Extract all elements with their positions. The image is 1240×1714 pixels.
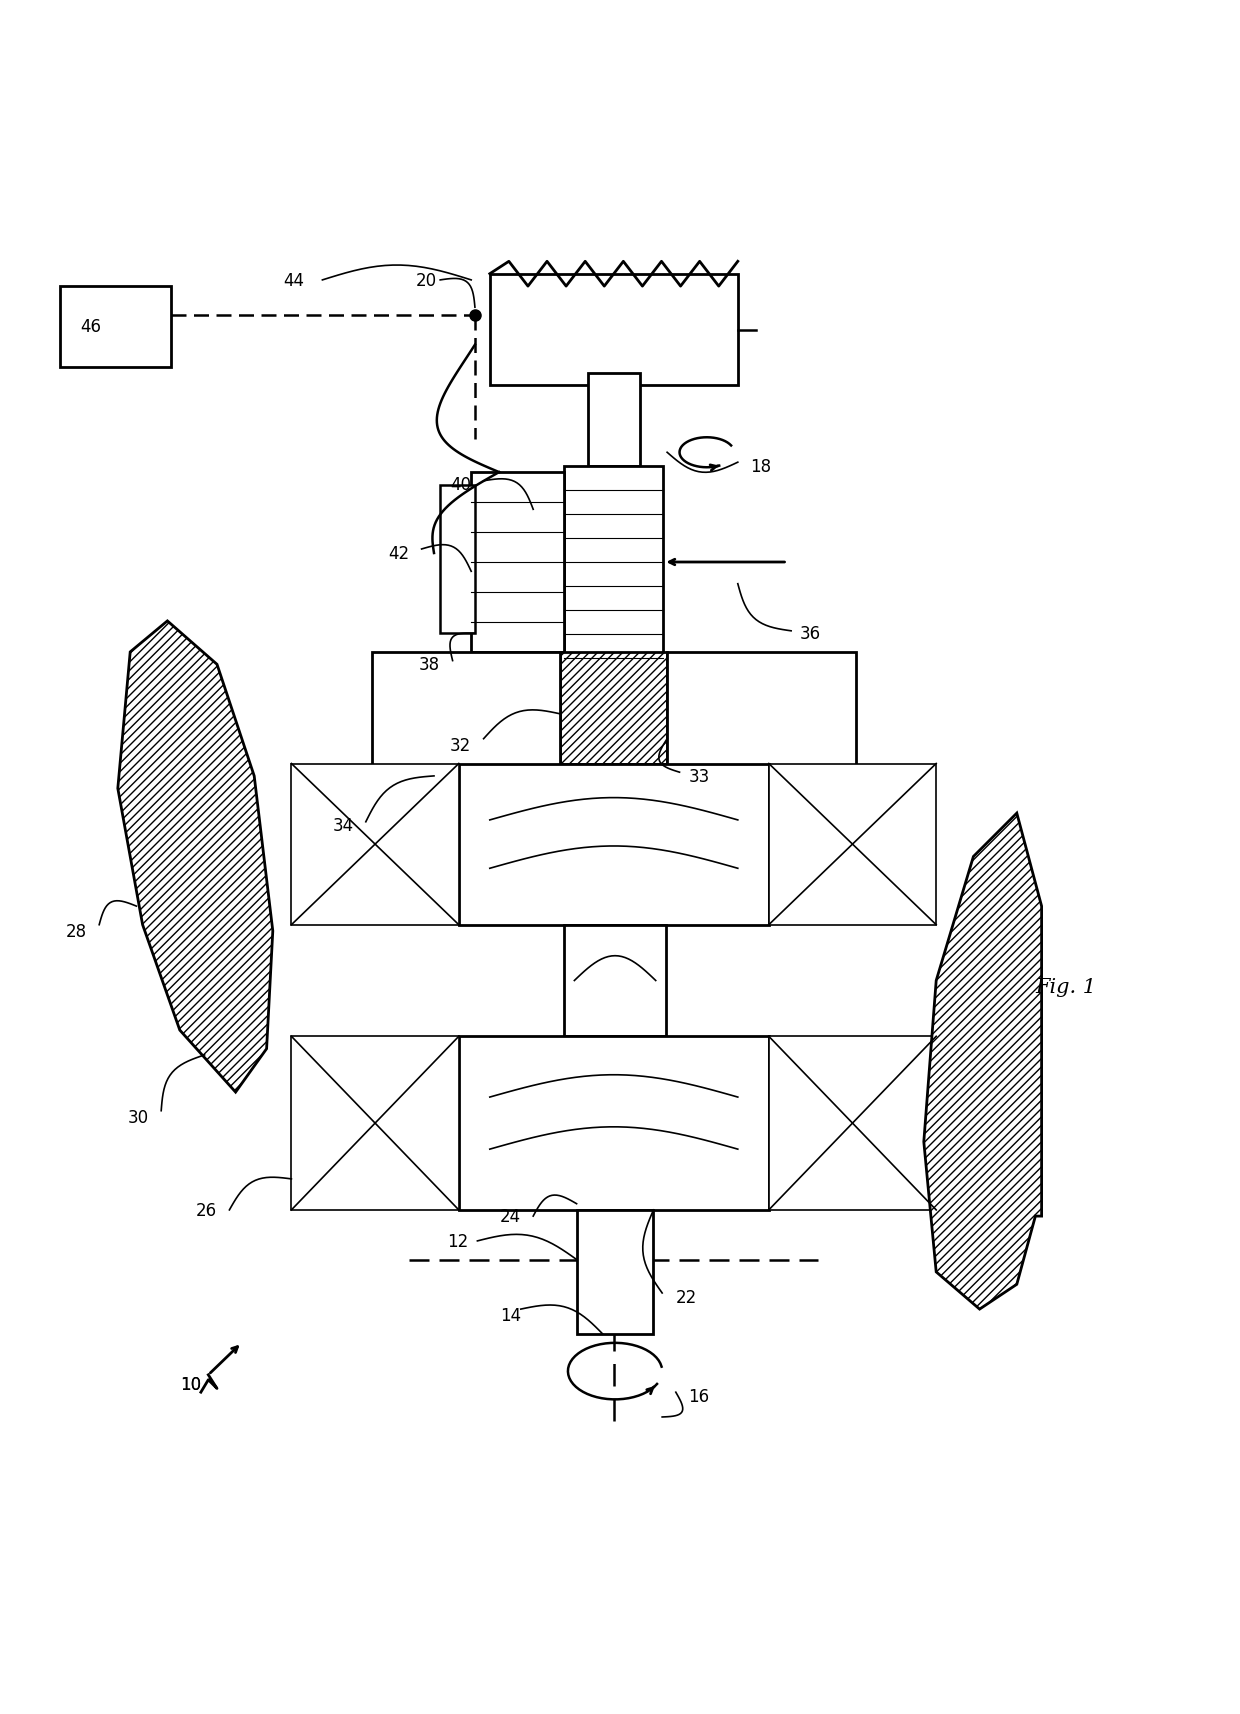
- Polygon shape: [924, 814, 1042, 1309]
- Bar: [459, 1037, 769, 1210]
- Bar: [577, 1210, 653, 1333]
- Bar: [372, 653, 560, 776]
- Text: 34: 34: [332, 818, 353, 835]
- Text: 26: 26: [196, 1202, 217, 1219]
- Bar: [291, 1037, 459, 1210]
- Text: 12: 12: [448, 1232, 469, 1250]
- Text: 36: 36: [800, 626, 821, 643]
- Bar: [60, 286, 171, 367]
- Text: 10: 10: [180, 1375, 201, 1393]
- Text: 18: 18: [750, 458, 771, 475]
- Text: 20: 20: [415, 273, 436, 290]
- Polygon shape: [118, 622, 273, 1092]
- Text: 42: 42: [388, 545, 409, 562]
- Text: 14: 14: [500, 1306, 521, 1325]
- Bar: [769, 764, 936, 926]
- Text: Fig. 1: Fig. 1: [1035, 977, 1096, 996]
- Text: 38: 38: [419, 656, 440, 674]
- Text: 22: 22: [676, 1287, 697, 1306]
- Bar: [291, 764, 459, 926]
- Text: 40: 40: [450, 476, 471, 494]
- Bar: [667, 653, 856, 776]
- Text: 24: 24: [500, 1207, 521, 1226]
- Text: 28: 28: [66, 922, 87, 941]
- Bar: [769, 1037, 936, 1210]
- Text: 46: 46: [81, 317, 102, 336]
- Bar: [459, 764, 769, 926]
- Text: 44: 44: [283, 273, 304, 290]
- Bar: [564, 466, 663, 658]
- Bar: [588, 374, 640, 466]
- Text: 33: 33: [688, 768, 709, 785]
- Bar: [564, 926, 666, 1037]
- Bar: [490, 274, 738, 386]
- Text: 10: 10: [180, 1375, 201, 1393]
- Bar: [440, 485, 475, 634]
- Text: 16: 16: [688, 1387, 709, 1405]
- Text: 30: 30: [128, 1109, 149, 1126]
- Text: 32: 32: [450, 737, 471, 754]
- Bar: [560, 653, 667, 764]
- Bar: [471, 473, 564, 653]
